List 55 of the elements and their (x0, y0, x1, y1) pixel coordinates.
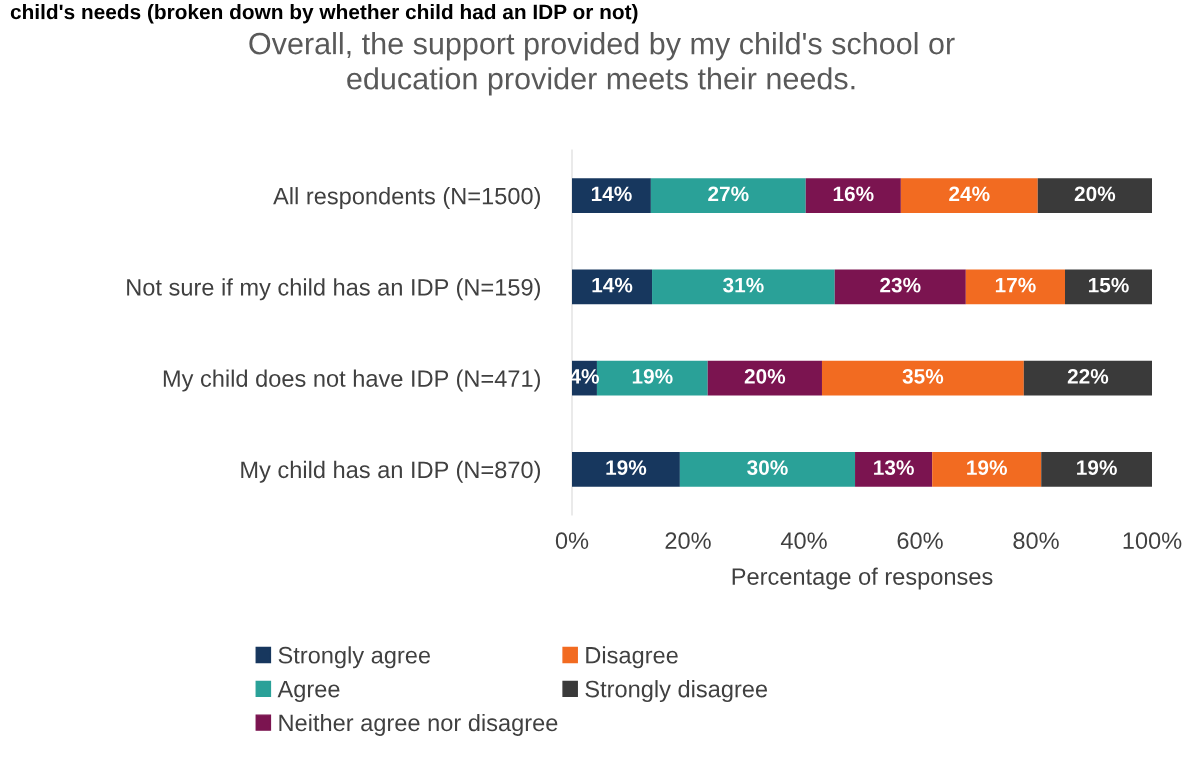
y-tick-label: All respondents (N=1500) (273, 187, 540, 210)
bar (821, 360, 1024, 396)
x-axis-title: Percentage of responses (732, 567, 993, 590)
bar (572, 269, 653, 305)
bar (1023, 360, 1152, 396)
data-label: 16% (833, 186, 874, 202)
data-label: 17% (995, 277, 1036, 293)
bar (572, 452, 680, 487)
data-label: 15% (1088, 277, 1129, 293)
bar (679, 452, 856, 487)
data-label: 27% (708, 186, 749, 202)
chart-title: Overall, the support provided by my child's school or education provider meets their needs. (249, 32, 955, 96)
data-label: 35% (902, 368, 944, 384)
bar (1041, 452, 1152, 487)
data-label: 20% (1074, 186, 1116, 202)
data-label: 19% (1077, 460, 1117, 475)
x-tick-label: 60% (897, 532, 943, 550)
legend-label: Disagree (586, 646, 678, 669)
legend-label: Agree (277, 680, 340, 703)
bar (834, 269, 966, 305)
bar (1065, 269, 1152, 305)
text: child's needs (broken down by whether child had an IDP or not) (10, 4, 638, 24)
bar (652, 269, 835, 305)
bar (1037, 178, 1152, 213)
data-label: 19% (967, 460, 1007, 475)
bar (572, 178, 651, 213)
data-label: 30% (747, 460, 788, 475)
x-tick-label: 0% (555, 532, 589, 550)
data-label: 23% (880, 277, 921, 293)
x-tick-label: 20% (665, 532, 711, 550)
data-label: 19% (606, 460, 647, 475)
x-tick-label: 40% (780, 532, 827, 550)
data-label: 31% (723, 277, 764, 293)
data-label: 22% (1067, 368, 1109, 384)
legend-label: Neither agree nor disagree (279, 713, 558, 736)
y-tick-label: My child has an IDP (N=870) (241, 460, 540, 483)
bar (805, 178, 901, 213)
bar (855, 452, 933, 487)
data-label: 13% (874, 460, 914, 475)
legend-label: Strongly disagree (585, 680, 768, 703)
bar (900, 178, 1038, 213)
bar (965, 269, 1065, 305)
x-tick-label: 100% (1123, 532, 1182, 550)
x-tick-label: 80% (1013, 532, 1059, 550)
data-label: 24% (949, 186, 990, 202)
data-label: 14% (591, 186, 632, 202)
data-label: 14% (592, 277, 633, 293)
y-tick-label: Not sure if my child has an IDP (N=159) (127, 278, 540, 301)
legend-label: Strongly agree (278, 646, 431, 669)
bar (932, 452, 1042, 487)
data-label: 19% (632, 368, 673, 384)
data-label: 20% (744, 368, 786, 384)
bar (650, 178, 806, 213)
y-tick-label: My child does not have IDP (N=471) (163, 369, 540, 392)
bar (707, 360, 822, 396)
